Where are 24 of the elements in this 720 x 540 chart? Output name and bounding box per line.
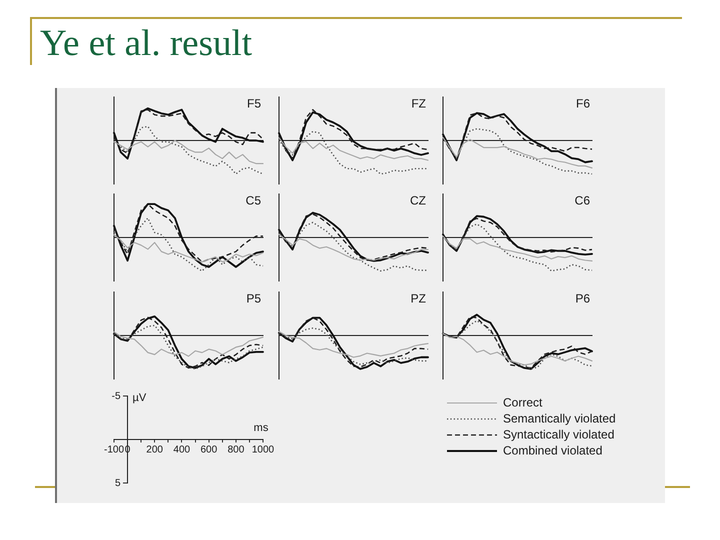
chart-title: P5 xyxy=(246,291,262,306)
chart-title: F5 xyxy=(246,96,262,110)
y-tick-label: -5 xyxy=(112,390,121,402)
y-axis-title: µV xyxy=(132,392,147,404)
chart-title: PZ xyxy=(410,291,426,306)
chart-title: F6 xyxy=(576,96,590,110)
x-tick-label: 200 xyxy=(146,444,164,456)
x-tick-label: 1000 xyxy=(252,444,275,456)
x-axis-title: ms xyxy=(254,422,269,434)
chart-title: C6 xyxy=(574,193,590,208)
x-tick-label: -100 xyxy=(104,444,124,456)
chart-title: FZ xyxy=(411,96,426,110)
x-tick-label: 600 xyxy=(200,444,218,456)
chart-title: C5 xyxy=(246,193,262,208)
chart-title: P6 xyxy=(575,291,590,306)
x-tick-label: 400 xyxy=(173,444,191,456)
legend-label: Combined violated xyxy=(503,443,602,458)
y-tick-label: 5 xyxy=(114,478,121,489)
legend-label: Semantically violated xyxy=(503,411,616,426)
legend-label: Syntactically violated xyxy=(503,427,614,442)
legend-label: Correct xyxy=(503,395,544,410)
chart-title: CZ xyxy=(410,193,426,208)
x-tick-label: 800 xyxy=(228,444,245,456)
text: Ye et al. result xyxy=(40,22,252,66)
